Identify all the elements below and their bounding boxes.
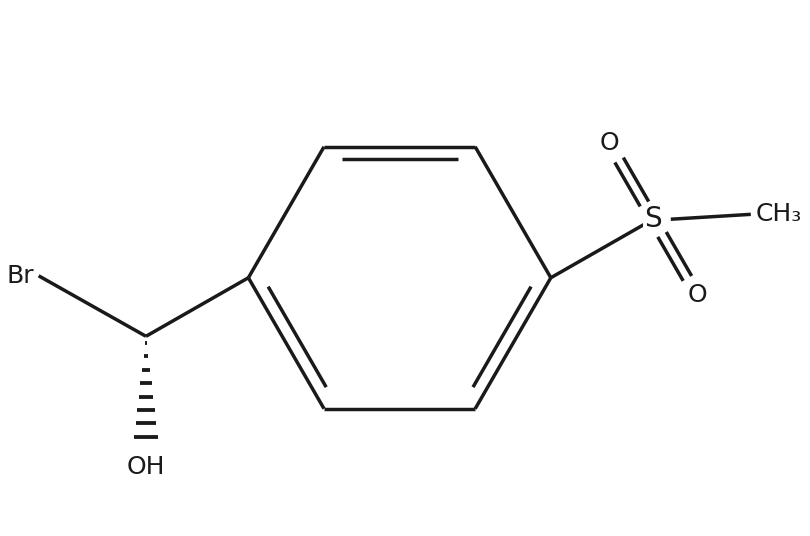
Text: O: O (688, 284, 707, 307)
Text: O: O (599, 131, 619, 155)
Text: CH₃: CH₃ (756, 203, 802, 226)
Text: Br: Br (6, 264, 34, 288)
Text: S: S (645, 205, 662, 233)
Text: OH: OH (126, 455, 165, 479)
